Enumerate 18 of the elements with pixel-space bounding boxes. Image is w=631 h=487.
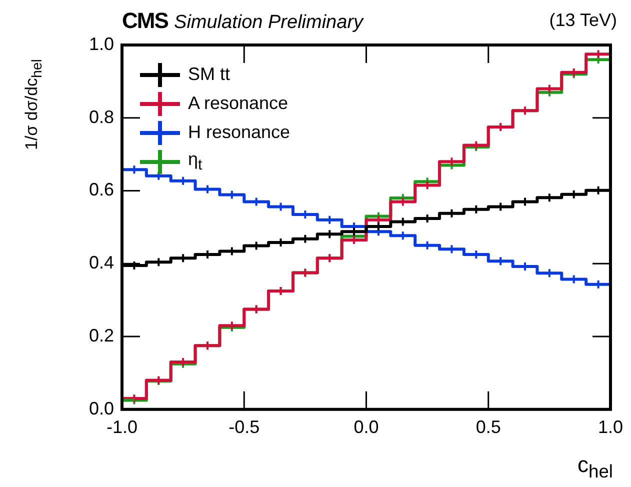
legend-label: η$_{t}$ [188, 149, 202, 174]
y-tick-label: 0.6 [88, 180, 114, 200]
legend-label: SM tt [188, 64, 230, 85]
x-tick-label: 1.0 [598, 417, 624, 438]
legend-label: A resonance [188, 93, 288, 114]
x-tick-label: 0.5 [476, 417, 501, 438]
x-axis-title: c$_{hel}$ [578, 452, 613, 482]
y-tick-label: 1.0 [88, 34, 114, 54]
x-tick-label: 0.0 [354, 417, 379, 438]
chart-title: CMS Simulation Preliminary [122, 8, 364, 33]
legend-label: H resonance [188, 122, 290, 143]
x-tick-label: -1.0 [106, 417, 138, 438]
y-tick-label: 0.2 [88, 325, 114, 346]
y-tick-label: 0.8 [88, 106, 114, 127]
text: (13 TeV) [549, 10, 617, 31]
y-tick-label: 0.0 [88, 398, 114, 418]
x-tick-label: -0.5 [228, 417, 260, 438]
y-tick-label: 0.4 [88, 252, 114, 273]
